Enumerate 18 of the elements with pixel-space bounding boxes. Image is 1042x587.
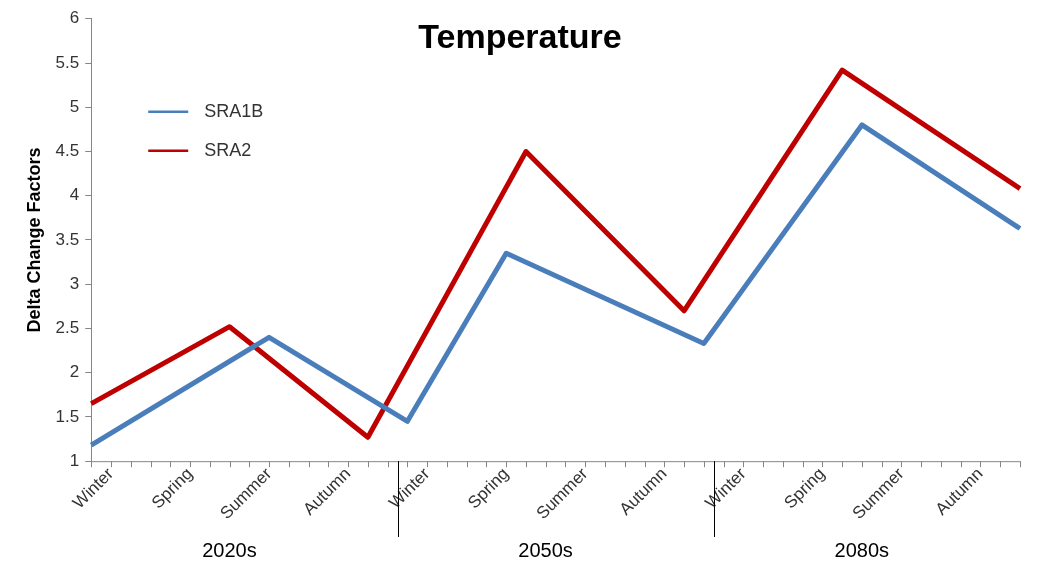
y-tick-label: 6 bbox=[69, 8, 80, 28]
y-tick-label: 4.5 bbox=[55, 141, 80, 161]
y-tick-label: 1.5 bbox=[55, 406, 80, 426]
legend-label: SRA2 bbox=[204, 139, 252, 160]
y-axis-title: Delta Change Factors bbox=[23, 147, 44, 333]
text: 2020s bbox=[202, 539, 257, 561]
y-tick-label: 3.5 bbox=[55, 229, 80, 249]
y-tick-label: 5 bbox=[69, 96, 80, 116]
y-tick-label: 2.5 bbox=[55, 318, 80, 338]
text: 2080s bbox=[834, 539, 890, 561]
y-tick-label: 2 bbox=[69, 362, 80, 382]
y-tick-label: 3 bbox=[69, 273, 80, 293]
text: 2050s bbox=[518, 539, 573, 561]
y-tick-label: 4 bbox=[69, 185, 80, 205]
y-tick-label: 5.5 bbox=[55, 52, 80, 72]
chart-title: Temperature bbox=[418, 16, 622, 55]
y-tick-label: 1 bbox=[69, 450, 80, 470]
legend-label: SRA1B bbox=[204, 100, 264, 121]
